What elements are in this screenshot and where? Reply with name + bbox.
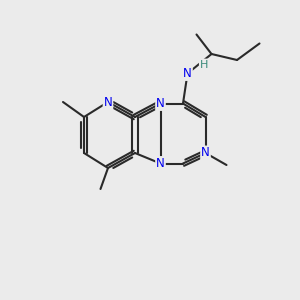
Text: N: N [156,97,165,110]
Text: H: H [200,59,208,70]
Text: N: N [103,95,112,109]
Text: N: N [201,146,210,160]
Text: N: N [183,67,192,80]
Text: N: N [156,157,165,170]
